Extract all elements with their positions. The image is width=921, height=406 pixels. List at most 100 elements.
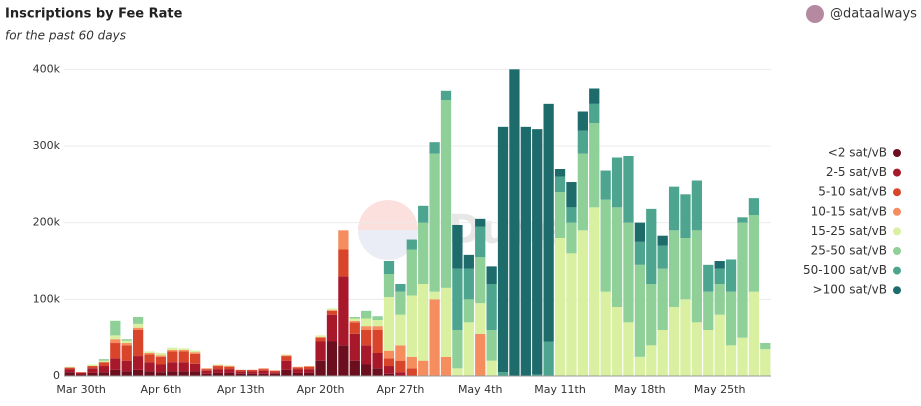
bar-segment — [121, 339, 132, 341]
legend-marker — [893, 266, 901, 275]
bar-segment — [110, 335, 121, 340]
bar-segment — [486, 360, 497, 376]
bar-segment — [269, 372, 281, 374]
bar-segment — [589, 123, 600, 208]
bar-segment — [486, 284, 497, 330]
bar-segment — [212, 365, 224, 367]
bar-segment — [167, 371, 178, 376]
bar-segment — [75, 374, 87, 376]
bar-segment — [395, 345, 406, 361]
bar-segment — [167, 347, 178, 350]
bar-segment — [657, 268, 668, 330]
bar-segment — [418, 284, 429, 361]
bar-segment — [315, 337, 326, 342]
bar-segment — [201, 369, 212, 371]
bar-segment — [737, 217, 748, 223]
bar-segment — [714, 268, 725, 284]
bar-segment — [611, 207, 623, 307]
legend-label: <2 sat/vB — [828, 146, 887, 160]
bar-segment — [691, 230, 703, 323]
legend-label: 2-5 sat/vB — [826, 165, 887, 179]
bar-segment — [646, 284, 657, 346]
bar-segment — [224, 369, 235, 373]
bar-segment — [144, 362, 155, 372]
bar-segment — [132, 327, 144, 330]
bar-segment — [349, 318, 360, 321]
bar-segment — [98, 359, 110, 361]
bar-segment — [64, 369, 75, 373]
bar-segment — [326, 314, 338, 342]
bar-segment — [372, 368, 383, 376]
bar-segment — [395, 284, 406, 292]
bar-segment — [680, 194, 691, 238]
legend-label: 5-10 sat/vB — [818, 185, 887, 199]
bar-segment — [725, 259, 737, 292]
bar-segment — [155, 353, 167, 356]
bar-segment — [98, 360, 110, 363]
bar-segment — [87, 372, 98, 376]
bar-segment — [634, 241, 645, 265]
bar-segment — [224, 366, 235, 370]
bar-segment — [121, 343, 132, 346]
bar-segment — [258, 373, 269, 376]
bar-segment — [201, 368, 212, 370]
y-tick-label: 400k — [33, 62, 61, 75]
bar-segment — [543, 103, 554, 342]
bar-segment — [75, 372, 87, 375]
bar-segment — [372, 316, 383, 321]
bar-segment — [98, 362, 110, 367]
legend-label: 15-25 sat/vB — [811, 224, 887, 238]
y-tick-label: 0 — [53, 369, 60, 382]
bar-segment — [121, 360, 132, 372]
bar-segment — [361, 330, 372, 346]
bar-segment — [372, 320, 383, 327]
bar-segment — [520, 126, 531, 376]
bar-segment — [292, 366, 303, 368]
bar-segment — [75, 372, 87, 373]
bar-segment — [703, 264, 714, 292]
bar-segment — [349, 316, 360, 319]
bar-segment — [247, 373, 258, 376]
bar-segment — [190, 352, 201, 354]
bar-segment — [224, 366, 235, 367]
bar-segment — [326, 310, 338, 311]
bar-segment — [190, 353, 201, 364]
bar-segment — [281, 356, 292, 361]
bar-segment — [634, 222, 645, 242]
bar-segment — [611, 157, 623, 208]
bar-segment — [760, 343, 771, 350]
bar-segment — [292, 369, 303, 373]
bar-segment — [110, 343, 121, 359]
bar-segment — [566, 222, 577, 254]
bar-segment — [361, 364, 372, 376]
bar-segment — [121, 340, 132, 344]
bar-segment — [292, 372, 303, 376]
bar-segment — [383, 261, 395, 275]
chart-title: Inscriptions by Fee Rate — [5, 7, 183, 22]
bar-segment — [315, 335, 326, 337]
bar-segment — [338, 276, 349, 346]
bar-segment — [703, 291, 714, 330]
bar-segment — [372, 326, 383, 330]
bar-segment — [406, 356, 417, 369]
bar-segment — [281, 354, 292, 356]
bar-segment — [315, 336, 326, 338]
bar-segment — [201, 373, 212, 376]
bar-segment — [269, 373, 281, 376]
bar-segment — [64, 367, 75, 370]
bar-segment — [361, 318, 372, 327]
bar-segment — [646, 345, 657, 376]
bar-segment — [178, 348, 189, 350]
bar-segment — [121, 371, 132, 376]
bar-segment — [338, 230, 349, 250]
bar-segment — [201, 370, 212, 374]
bar-segment — [475, 303, 486, 334]
bar-segment — [258, 369, 269, 371]
bar-segment — [361, 310, 372, 319]
bar-segment — [452, 368, 463, 376]
bar-segment — [349, 360, 360, 376]
bar-segment — [475, 218, 486, 227]
bar-segment — [429, 291, 440, 300]
bar-segment — [132, 330, 144, 357]
bar-segment — [748, 198, 760, 215]
